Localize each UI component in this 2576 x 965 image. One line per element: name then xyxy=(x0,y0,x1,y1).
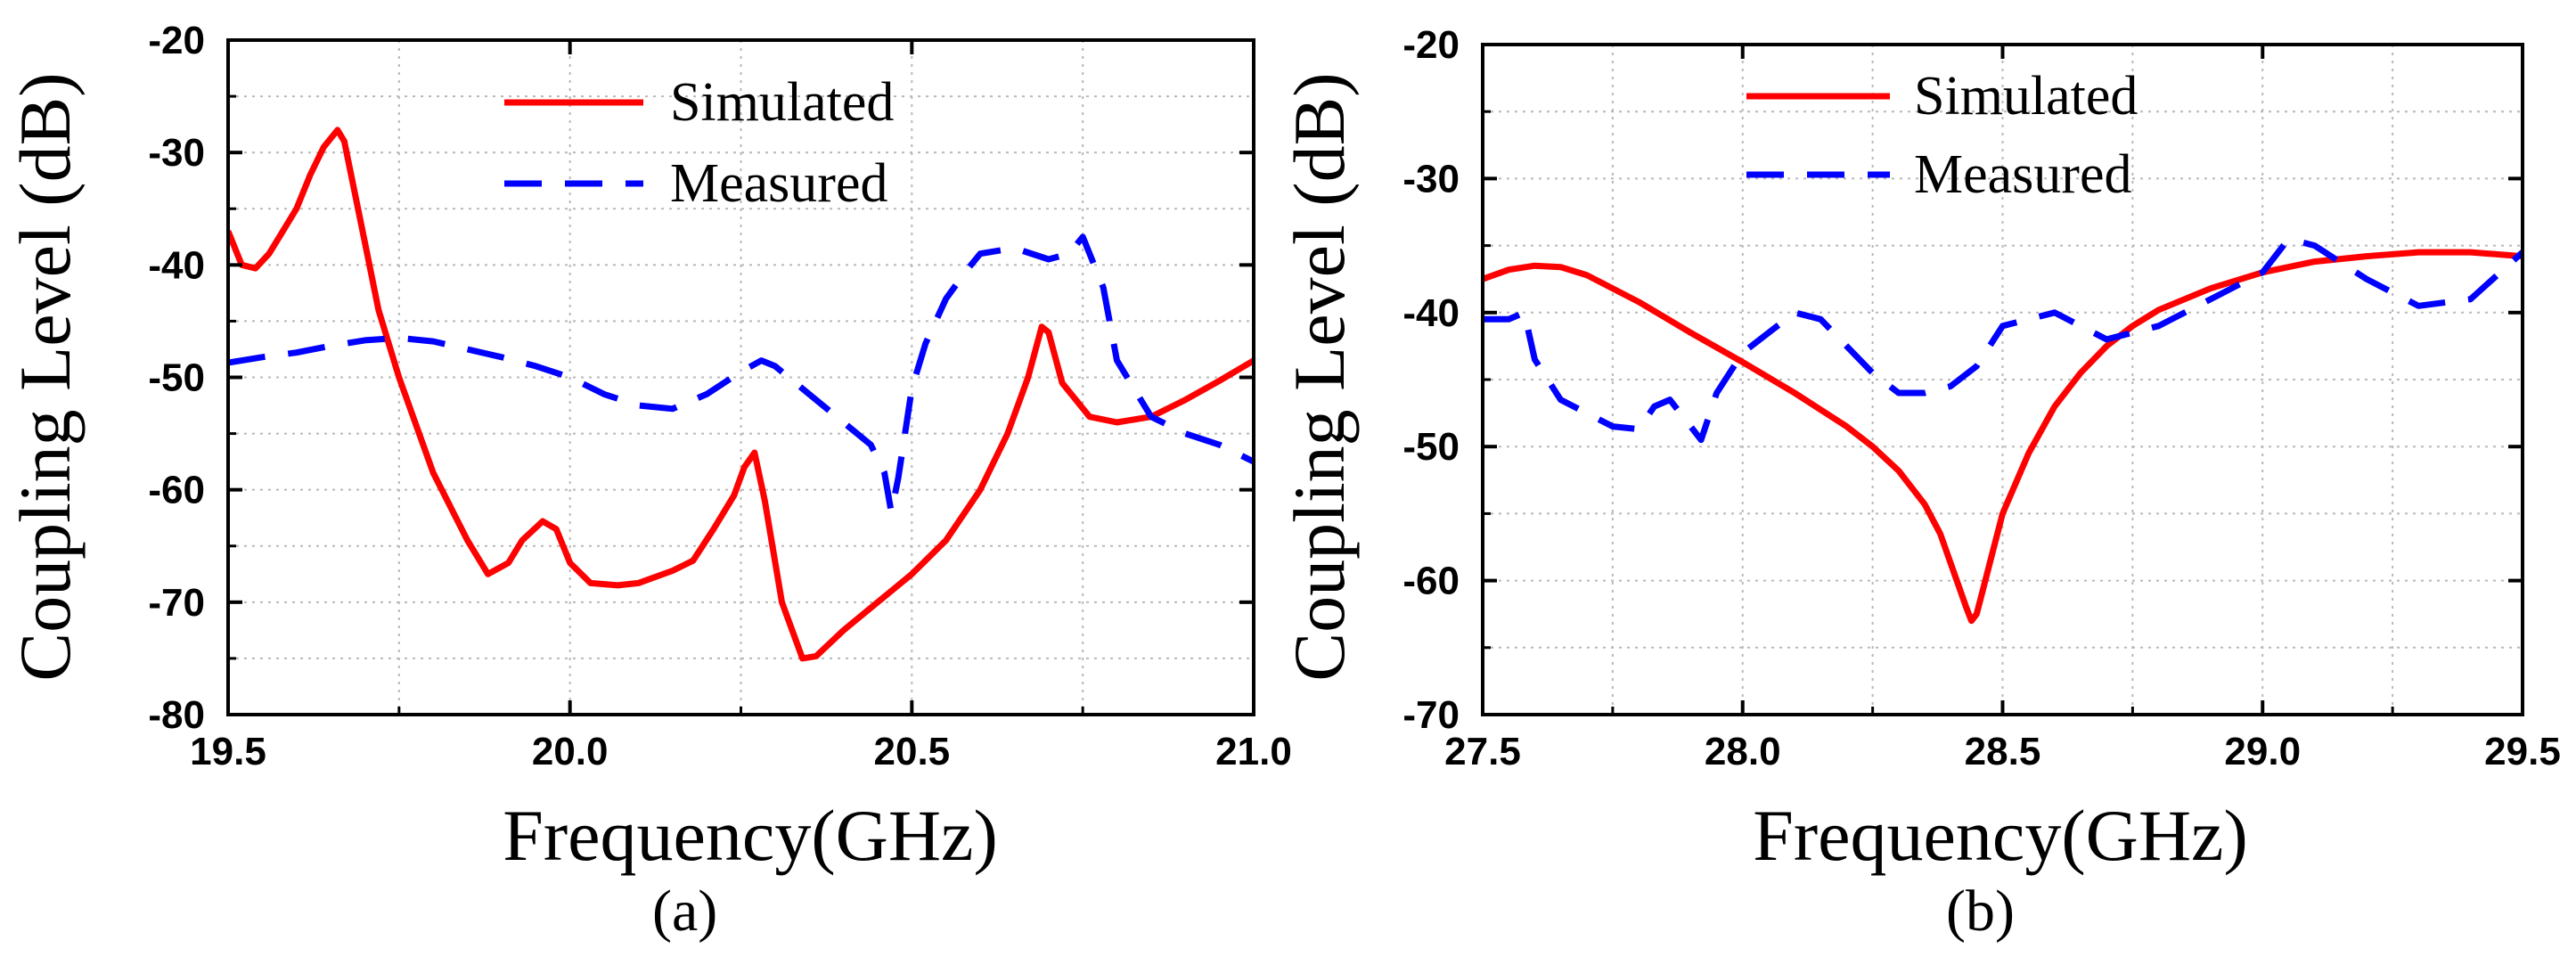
y-tick-label: -80 xyxy=(148,693,205,737)
y-tick-label: -60 xyxy=(148,469,205,512)
legend-label-measured: Measured xyxy=(670,153,887,214)
panel-caption-a: (a) xyxy=(652,879,718,944)
x-tick-label: 19.5 xyxy=(190,730,266,773)
x-tick-label: 29.0 xyxy=(2224,730,2301,773)
y-tick-label: -40 xyxy=(148,243,205,287)
x-tick-label: 20.5 xyxy=(874,730,951,773)
panel-caption-b: (b) xyxy=(1946,879,2015,944)
y-tick-label: -50 xyxy=(148,356,205,400)
series-line-simulated xyxy=(228,127,1254,662)
x-tick-label: 21.0 xyxy=(1215,730,1292,773)
x-tick-label: 27.5 xyxy=(1444,730,1521,773)
x-tick-label: 28.5 xyxy=(1965,730,2041,773)
grid xyxy=(228,40,1254,715)
series-line-measured xyxy=(1483,235,2523,444)
x-tick-label: 28.0 xyxy=(1705,730,1781,773)
y-axis-title: Coupling Level (dB) xyxy=(4,72,86,681)
chart-panel-b: 27.5 28.0 28.5 29.0 29.5 -70 -60 -50 -40 -30 -20 Fr… xyxy=(1279,23,2561,876)
y-tick-label: -60 xyxy=(1402,560,1460,603)
grid xyxy=(1483,45,2523,715)
y-axis-title: Coupling Level (dB) xyxy=(1279,72,1360,681)
legend-label-simulated: Simulated xyxy=(1914,66,2138,127)
legend-label-measured: Measured xyxy=(1914,144,2131,205)
y-tick-label: -30 xyxy=(1402,157,1460,200)
y-tick-label: -20 xyxy=(148,19,205,62)
y-tick-label: -30 xyxy=(148,131,205,175)
y-tick-label: -40 xyxy=(1402,291,1460,335)
x-tick-label: 29.5 xyxy=(2484,730,2561,773)
x-axis-title: Frequency(GHz) xyxy=(503,795,998,876)
y-tick-label: -70 xyxy=(1402,693,1460,737)
legend: Simulated Measured xyxy=(1746,66,2138,205)
legend: Simulated Measured xyxy=(504,72,894,214)
chart-panel-a: 19.5 20.0 20.5 21.0 -80 -70 -60 -50 -40 -30 -20 Fre… xyxy=(4,19,1292,876)
y-tick-label: -70 xyxy=(148,581,205,625)
ticks: 19.5 20.0 20.5 21.0 -80 -70 -60 -50 -40 -30 -20 xyxy=(148,19,1291,773)
series-line-simulated xyxy=(1483,249,2523,625)
series-line-measured xyxy=(228,233,1254,516)
x-axis-title: Frequency(GHz) xyxy=(1753,795,2248,876)
x-tick-label: 20.0 xyxy=(532,730,609,773)
ticks: 27.5 28.0 28.5 29.0 29.5 -70 -60 -50 -40 -30 -20 xyxy=(1402,23,2560,773)
legend-label-simulated: Simulated xyxy=(670,72,894,133)
y-tick-label: -50 xyxy=(1402,425,1460,469)
y-tick-label: -20 xyxy=(1402,23,1460,67)
